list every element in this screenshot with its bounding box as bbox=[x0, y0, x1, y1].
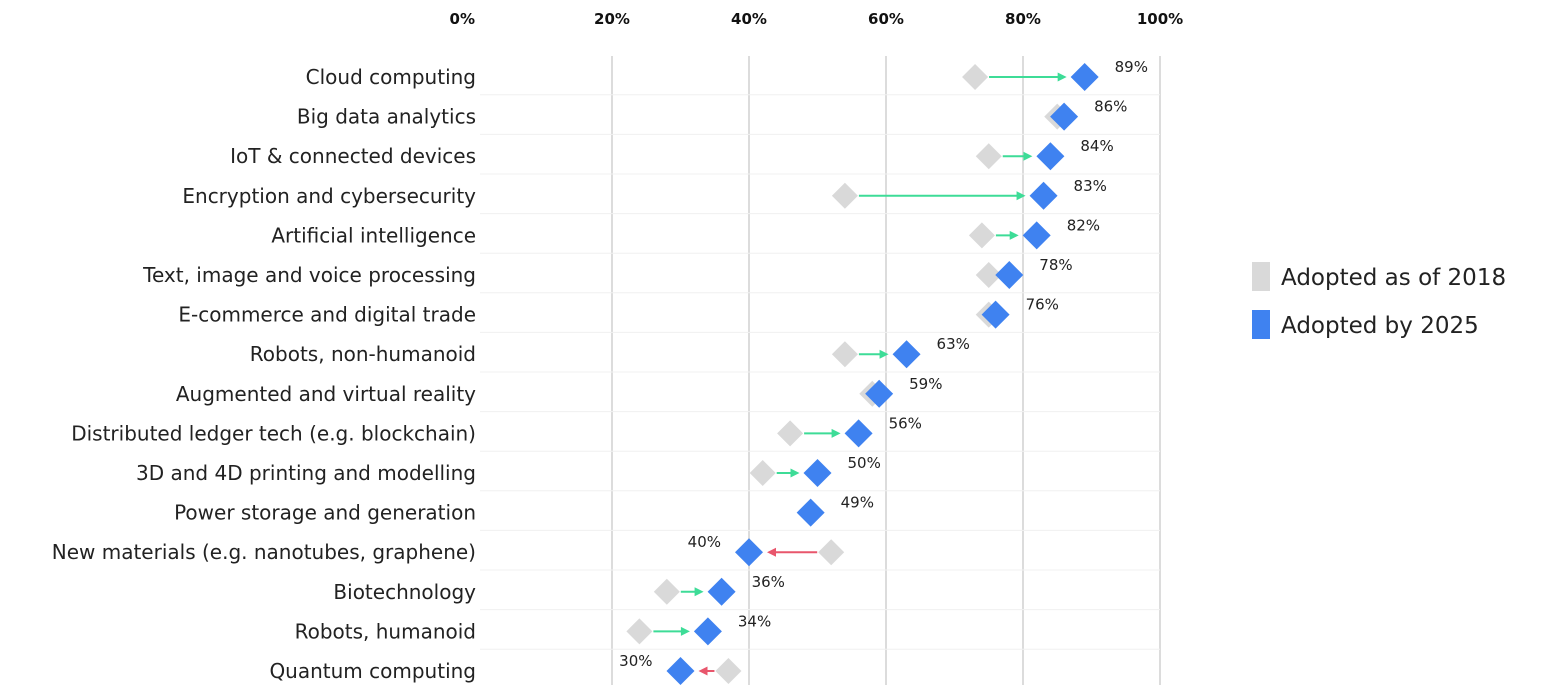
gridlines bbox=[611, 56, 1161, 685]
category-label: Cloud computing bbox=[306, 65, 476, 89]
marker-2025 bbox=[693, 617, 722, 646]
change-arrow-head bbox=[790, 468, 800, 478]
marker-2025 bbox=[995, 261, 1024, 289]
data-label: 50% bbox=[848, 454, 881, 472]
x-tick-label: 100% bbox=[1137, 10, 1183, 28]
data-label: 86% bbox=[1094, 98, 1127, 116]
data-label: 36% bbox=[752, 573, 785, 591]
category-label: Big data analytics bbox=[297, 105, 476, 129]
row-separators bbox=[480, 94, 1160, 650]
category-label: Text, image and voice processing bbox=[142, 263, 476, 287]
data-label: 40% bbox=[688, 533, 721, 551]
marker-2018 bbox=[818, 539, 845, 566]
change-arrow-head bbox=[1057, 72, 1067, 82]
marker-2018 bbox=[749, 460, 776, 486]
category-label: Artificial intelligence bbox=[271, 223, 476, 247]
marker-2025 bbox=[844, 419, 873, 448]
marker-2018 bbox=[975, 143, 1002, 170]
data-label: 49% bbox=[841, 494, 874, 512]
data-label: 82% bbox=[1067, 216, 1100, 234]
marker-2025 bbox=[707, 577, 736, 606]
x-tick-label: 60% bbox=[868, 10, 904, 28]
data-label: 30% bbox=[619, 652, 652, 670]
marker-2018 bbox=[653, 578, 680, 605]
marker-2025 bbox=[865, 379, 894, 408]
marker-2025 bbox=[1070, 63, 1099, 91]
legend-label: Adopted by 2025 bbox=[1281, 313, 1479, 339]
data-label: 34% bbox=[738, 612, 771, 630]
category-label: Quantum computing bbox=[269, 659, 476, 683]
category-label: Distributed ledger tech (e.g. blockchain… bbox=[71, 421, 476, 445]
marker-2025 bbox=[666, 657, 695, 685]
marker-2018 bbox=[975, 262, 1002, 288]
change-arrow-head bbox=[879, 349, 889, 359]
legend: Adopted as of 2018 Adopted by 2025 bbox=[1252, 262, 1506, 339]
category-label: Power storage and generation bbox=[174, 501, 476, 525]
data-label: 59% bbox=[909, 375, 942, 393]
category-label: Robots, non-humanoid bbox=[250, 342, 476, 366]
change-arrow-head bbox=[698, 666, 708, 676]
legend-label: Adopted as of 2018 bbox=[1281, 265, 1506, 291]
change-arrow-head bbox=[1009, 230, 1019, 240]
chart-marks: 89% 86% 84% 83% 82% 78% 76% 63% 59% 56% 50% 49% 40% 3… bbox=[619, 58, 1148, 685]
marker-2025 bbox=[892, 340, 921, 369]
x-tick-label: 80% bbox=[1005, 10, 1041, 28]
x-tick-label: 0% bbox=[450, 10, 475, 28]
marker-2025 bbox=[1036, 142, 1065, 171]
category-label: IoT & connected devices bbox=[230, 144, 476, 168]
change-arrow-head bbox=[694, 587, 704, 597]
change-arrow-head bbox=[831, 428, 841, 438]
category-label: Encryption and cybersecurity bbox=[182, 184, 476, 208]
category-labels: Cloud computing Big data analytics IoT & c… bbox=[52, 65, 476, 683]
marker-2018 bbox=[626, 618, 653, 645]
data-label: 63% bbox=[937, 335, 970, 353]
category-label: E-commerce and digital trade bbox=[178, 303, 476, 327]
category-label: 3D and 4D printing and modelling bbox=[136, 461, 476, 485]
change-arrow-head bbox=[680, 626, 690, 636]
marker-2025 bbox=[981, 300, 1010, 329]
x-axis-ticks: 0% 20% 40% 60% 80% 100% bbox=[450, 10, 1184, 28]
marker-2025 bbox=[735, 538, 763, 567]
marker-2025 bbox=[1050, 102, 1079, 131]
change-arrow-head bbox=[767, 547, 776, 557]
change-arrow-head bbox=[1016, 191, 1026, 201]
marker-2018 bbox=[962, 64, 989, 90]
x-tick-label: 40% bbox=[731, 10, 767, 28]
data-label: 78% bbox=[1039, 256, 1072, 274]
marker-2025 bbox=[803, 459, 832, 487]
data-label: 84% bbox=[1080, 137, 1113, 155]
marker-2018 bbox=[777, 420, 804, 447]
marker-2018 bbox=[968, 222, 995, 249]
data-label: 89% bbox=[1115, 58, 1148, 76]
legend-swatch bbox=[1252, 310, 1270, 339]
data-label: 76% bbox=[1026, 296, 1059, 314]
x-tick-label: 20% bbox=[594, 10, 630, 28]
category-label: New materials (e.g. nanotubes, graphene) bbox=[52, 540, 476, 564]
marker-2018 bbox=[715, 658, 742, 684]
category-label: Augmented and virtual reality bbox=[176, 382, 476, 406]
marker-2025 bbox=[796, 498, 825, 527]
marker-2018 bbox=[831, 182, 858, 209]
data-label: 56% bbox=[889, 414, 922, 432]
category-label: Robots, humanoid bbox=[295, 619, 476, 643]
marker-2018 bbox=[831, 341, 858, 368]
marker-2025 bbox=[1029, 181, 1058, 210]
data-label: 83% bbox=[1074, 177, 1107, 195]
category-label: Biotechnology bbox=[333, 580, 476, 604]
legend-swatch bbox=[1252, 262, 1270, 291]
change-arrow-head bbox=[1023, 151, 1033, 161]
marker-2025 bbox=[1022, 221, 1051, 250]
